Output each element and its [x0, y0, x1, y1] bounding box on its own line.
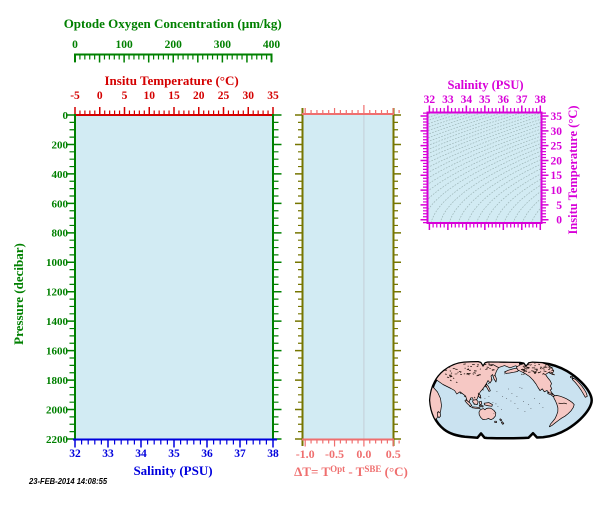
svg-text:32: 32: [424, 94, 436, 106]
svg-text:Insitu Temperature (°C): Insitu Temperature (°C): [566, 105, 580, 234]
svg-text:-5: -5: [70, 90, 80, 102]
svg-text:38: 38: [535, 94, 547, 106]
svg-text:35: 35: [168, 448, 180, 460]
svg-text:600: 600: [52, 198, 69, 210]
svg-text:400: 400: [52, 169, 69, 181]
svg-text:1600: 1600: [46, 346, 69, 358]
svg-text:36: 36: [498, 94, 510, 106]
svg-text:33: 33: [442, 94, 454, 106]
svg-text:33: 33: [102, 448, 114, 460]
svg-text:2000: 2000: [46, 404, 69, 416]
svg-text:25: 25: [551, 141, 563, 153]
svg-text:34: 34: [135, 448, 147, 460]
svg-text:0: 0: [556, 215, 562, 227]
svg-text:5: 5: [122, 90, 128, 102]
svg-text:0.5: 0.5: [386, 447, 401, 461]
svg-text:400: 400: [263, 39, 281, 51]
svg-text:0.0: 0.0: [356, 447, 371, 461]
svg-text:37: 37: [234, 448, 246, 460]
svg-text:200: 200: [165, 39, 183, 51]
svg-text:0: 0: [72, 39, 78, 51]
svg-text:35: 35: [479, 94, 491, 106]
svg-text:Salinity (PSU): Salinity (PSU): [133, 463, 212, 478]
svg-text:Optode Oxygen Concentration (µ: Optode Oxygen Concentration (µm/kg): [64, 16, 282, 31]
svg-text:1400: 1400: [46, 316, 69, 328]
svg-text:1000: 1000: [46, 257, 69, 269]
svg-text:10: 10: [551, 185, 563, 197]
svg-text:Insitu Temperature (°C): Insitu Temperature (°C): [104, 73, 238, 88]
svg-text:100: 100: [115, 39, 133, 51]
svg-text:23-FEB-2014 14:08:55: 23-FEB-2014 14:08:55: [28, 477, 108, 486]
svg-text:30: 30: [242, 90, 254, 102]
svg-text:2200: 2200: [46, 434, 69, 446]
svg-text:20: 20: [551, 155, 563, 167]
svg-text:Salinity (PSU): Salinity (PSU): [447, 78, 523, 92]
svg-text:35: 35: [551, 111, 563, 123]
svg-text:0: 0: [97, 90, 103, 102]
svg-text:800: 800: [52, 228, 69, 240]
svg-text:20: 20: [193, 90, 205, 102]
svg-text:-0.5: -0.5: [325, 447, 344, 461]
svg-text:32: 32: [69, 448, 81, 460]
svg-text:-1.0: -1.0: [296, 447, 315, 461]
svg-text:30: 30: [551, 126, 563, 138]
svg-text:Pressure (decibar): Pressure (decibar): [11, 243, 26, 345]
svg-text:37: 37: [516, 94, 528, 106]
svg-text:34: 34: [461, 94, 473, 106]
svg-text:15: 15: [551, 170, 563, 182]
svg-text:5: 5: [556, 200, 562, 212]
svg-text:ΔT= TOpt - TSBE (°C): ΔT= TOpt - TSBE (°C): [294, 464, 408, 479]
svg-text:1800: 1800: [46, 375, 69, 387]
svg-text:10: 10: [143, 90, 155, 102]
svg-text:1200: 1200: [46, 287, 69, 299]
svg-text:0: 0: [63, 110, 69, 122]
svg-text:15: 15: [168, 90, 180, 102]
svg-text:200: 200: [52, 139, 69, 151]
svg-text:38: 38: [267, 448, 279, 460]
svg-text:36: 36: [201, 448, 213, 460]
svg-text:35: 35: [267, 90, 279, 102]
svg-text:25: 25: [218, 90, 230, 102]
svg-text:300: 300: [214, 39, 232, 51]
